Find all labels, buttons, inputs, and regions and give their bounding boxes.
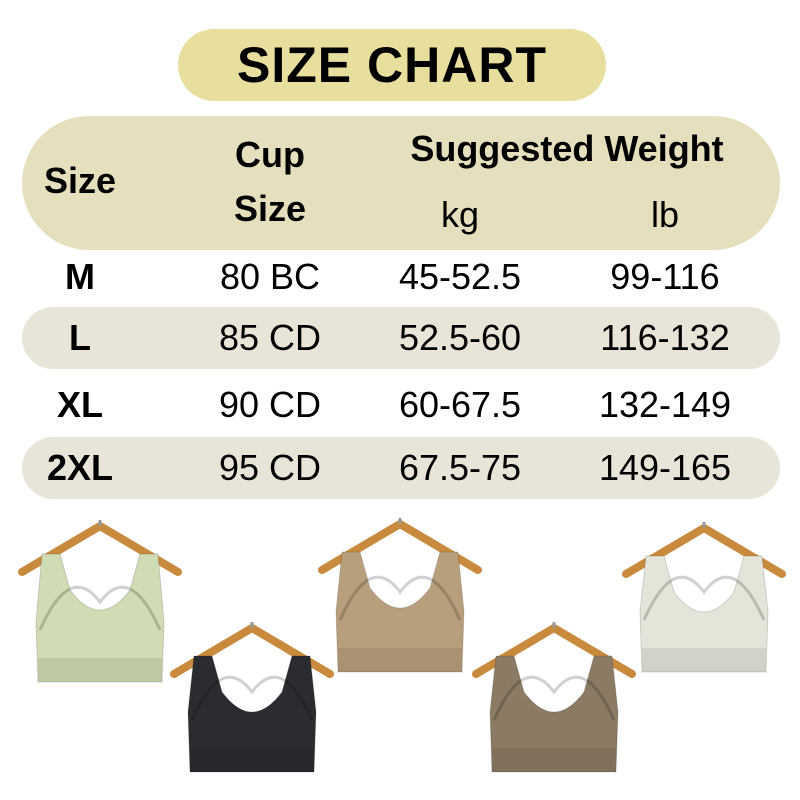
header-size: Size bbox=[43, 160, 117, 201]
cell-kg: 67.5-75 bbox=[398, 447, 522, 488]
lace-trim bbox=[492, 675, 616, 721]
table-header: Size Cup Size Suggested Weight kg lb bbox=[22, 116, 780, 250]
cell-cup: 80 BC bbox=[219, 256, 321, 297]
table-row: 2XL 95 CD 67.5-75 149-165 bbox=[22, 437, 780, 499]
cell-kg: 60-67.5 bbox=[398, 384, 522, 425]
size-chart-title: SIZE CHART bbox=[178, 29, 606, 101]
cell-lb: 149-165 bbox=[598, 447, 732, 488]
cell-cup: 85 CD bbox=[218, 317, 322, 358]
cell-cup: 90 CD bbox=[218, 384, 322, 425]
bra-band bbox=[642, 648, 766, 672]
cell-kg: 45-52.5 bbox=[398, 256, 522, 297]
bra-band bbox=[38, 658, 162, 682]
header-lb: lb bbox=[650, 194, 680, 235]
product-image-brown bbox=[472, 622, 636, 773]
bra-body bbox=[335, 551, 465, 673]
cell-size: XL bbox=[56, 384, 104, 425]
header-cup: Cup bbox=[235, 134, 305, 175]
cell-cup: 95 CD bbox=[218, 447, 322, 488]
cell-size: M bbox=[65, 256, 95, 297]
cell-size: L bbox=[69, 317, 91, 358]
table-row: M 80 BC 45-52.5 99-116 bbox=[22, 246, 780, 308]
table-row: L 85 CD 52.5-60 116-132 bbox=[22, 307, 780, 369]
bra-band bbox=[190, 748, 314, 772]
header-cup-size: Size bbox=[233, 188, 307, 229]
product-image-light-green bbox=[18, 520, 182, 683]
bra-band bbox=[338, 648, 462, 672]
bra-body bbox=[35, 553, 165, 683]
cell-size: 2XL bbox=[46, 447, 114, 488]
bra-body bbox=[489, 655, 619, 773]
product-image-off-white bbox=[622, 522, 786, 673]
header-kg: kg bbox=[440, 194, 480, 235]
product-image-tan bbox=[318, 518, 482, 673]
cell-kg: 52.5-60 bbox=[398, 317, 522, 358]
product-image-black bbox=[170, 622, 334, 773]
lace-trim bbox=[338, 575, 462, 621]
bra-body bbox=[187, 655, 317, 773]
lace-trim bbox=[38, 585, 162, 631]
cell-lb: 116-132 bbox=[600, 317, 730, 358]
cell-lb: 132-149 bbox=[598, 384, 732, 425]
cell-lb: 99-116 bbox=[610, 256, 720, 297]
bra-body bbox=[639, 555, 769, 673]
bra-band bbox=[492, 748, 616, 772]
lace-trim bbox=[190, 675, 314, 721]
header-suggested-weight: Suggested Weight bbox=[410, 128, 724, 169]
table-row: XL 90 CD 60-67.5 132-149 bbox=[22, 374, 780, 436]
lace-trim bbox=[642, 575, 766, 621]
